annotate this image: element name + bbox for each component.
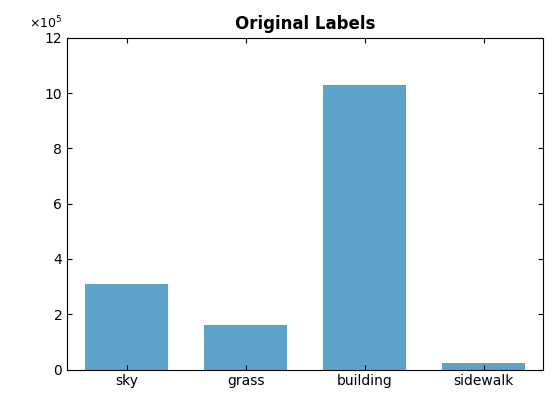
Text: $\times 10^5$: $\times 10^5$: [29, 15, 63, 31]
Bar: [323, 85, 407, 370]
Title: Original Labels: Original Labels: [235, 16, 375, 34]
Bar: [204, 326, 287, 370]
Bar: [442, 363, 525, 370]
Bar: [85, 284, 169, 370]
